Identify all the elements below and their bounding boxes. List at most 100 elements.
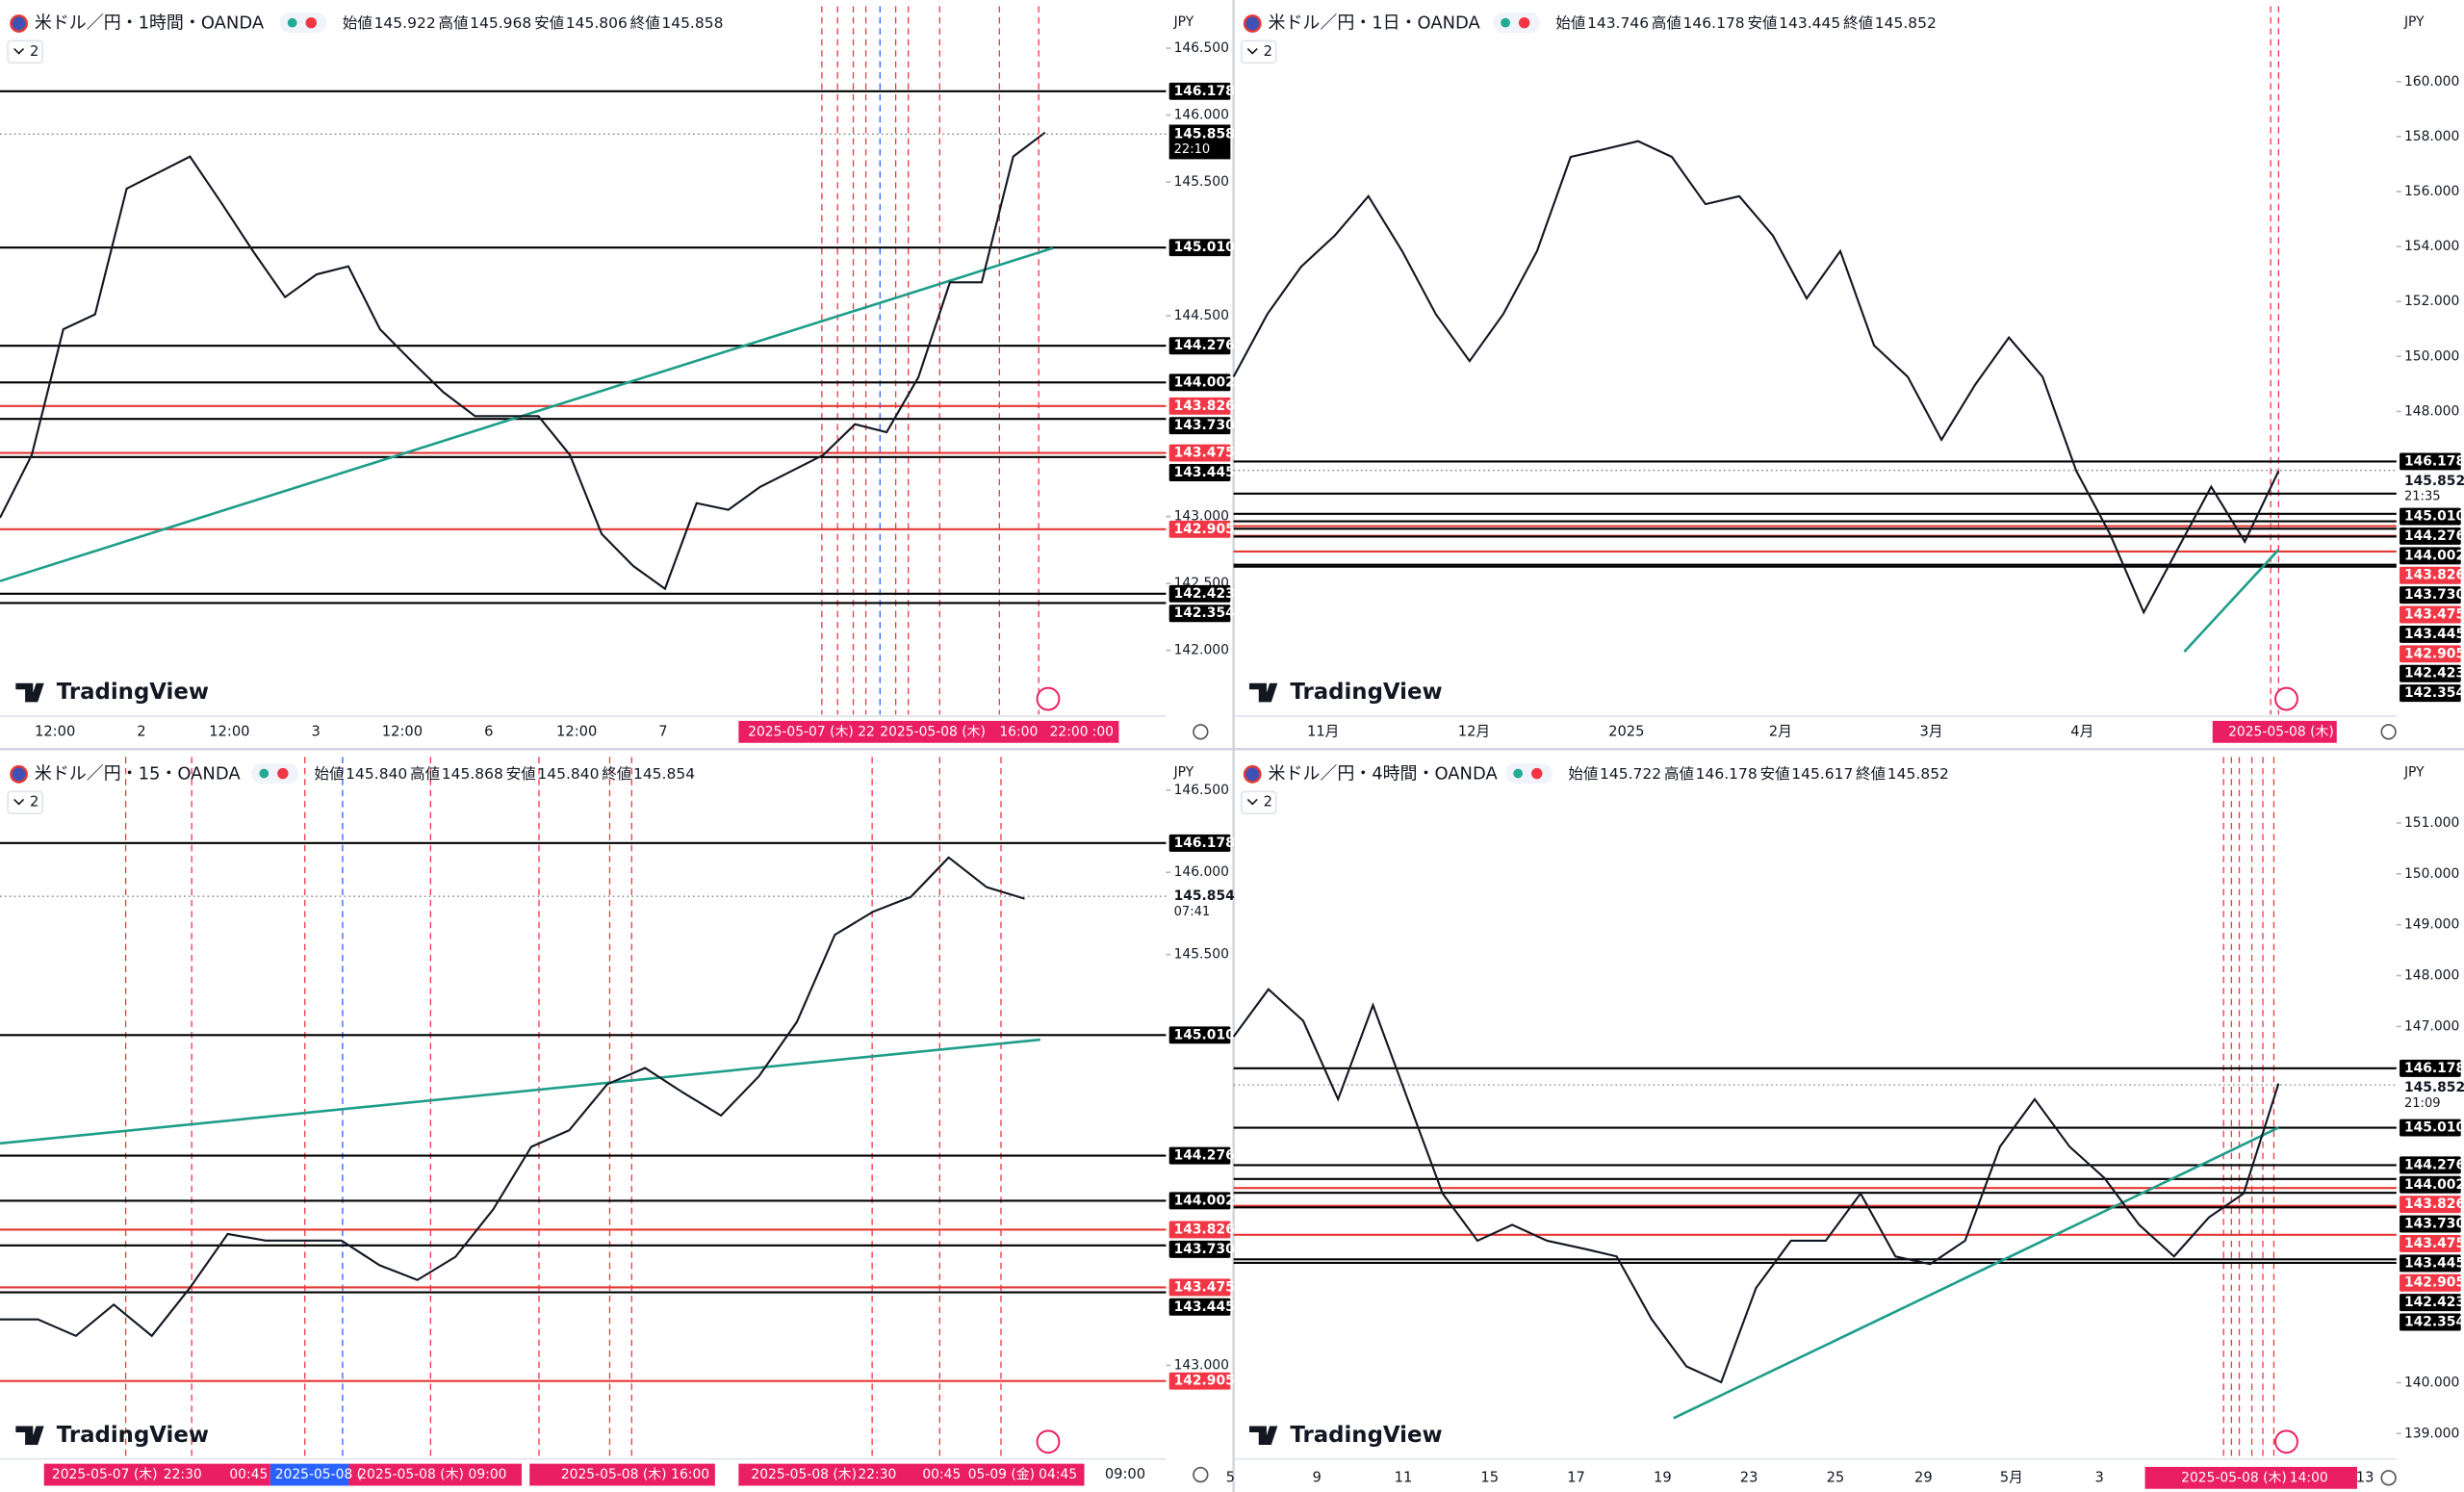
level-label: 142.423 xyxy=(2404,666,2464,682)
x-tick-label: 15 xyxy=(1480,1469,1499,1485)
last-price-label: 145.852 xyxy=(2404,1080,2464,1095)
y-tick-label: 145.500 xyxy=(1174,174,1229,190)
level-label: 143.475 xyxy=(2404,607,2464,623)
level-label: 143.475 xyxy=(1174,1279,1235,1295)
time-marker: 2025-05-08 (木) xyxy=(880,724,986,739)
level-label: 144.276 xyxy=(1174,1148,1235,1164)
y-tick-label: 150.000 xyxy=(2404,348,2459,364)
level-label-box xyxy=(1168,82,1231,100)
time-marker-bg xyxy=(2212,720,2337,743)
countdown: 07:41 xyxy=(1174,905,1211,919)
x-tick-label: 2025 xyxy=(1608,723,1644,739)
y-tick-label: 149.000 xyxy=(2404,917,2459,933)
ohlc-value: 143.746 xyxy=(1587,14,1649,32)
time-marker: 04:45 xyxy=(1039,1467,1077,1482)
alert-icon[interactable] xyxy=(2274,1429,2298,1454)
y-tick-label: 144.500 xyxy=(1174,308,1229,323)
ohlc-value: 146.178 xyxy=(1683,14,1745,32)
symbol-title: 米ドル／円・1日・OANDA xyxy=(1269,13,1481,33)
symbol-flag xyxy=(1243,764,1262,784)
y-tick-label: 146.500 xyxy=(1174,40,1229,56)
status-pill xyxy=(279,13,327,34)
settings-icon[interactable] xyxy=(2380,1470,2397,1486)
time-marker: 2025-05-08 (木) xyxy=(561,1467,667,1482)
ohlc-label: 安値 xyxy=(534,14,564,32)
level-label: 144.002 xyxy=(1174,374,1235,390)
y-tick-label: 160.000 xyxy=(2404,74,2459,90)
ohlc-value: 145.852 xyxy=(1875,14,1937,32)
level-label: 143.826 xyxy=(1174,1222,1235,1237)
y-tick-label: 146.500 xyxy=(1174,783,1229,798)
brand-name: TradingView xyxy=(1290,680,1442,705)
level-label: 143.445 xyxy=(1174,1299,1235,1315)
ohlc-label: 終値 xyxy=(1843,14,1873,32)
x-tick-label: 11 xyxy=(1395,1469,1413,1485)
status-dot xyxy=(1501,17,1510,28)
ohlc-label: 高値 xyxy=(410,765,440,783)
trendline xyxy=(0,1038,1040,1145)
level-label: 143.445 xyxy=(2404,627,2464,642)
y-tick-label: 139.000 xyxy=(2404,1426,2459,1441)
alert-icon[interactable] xyxy=(2274,686,2298,711)
ohlc-label: 終値 xyxy=(602,765,631,783)
alert-icon[interactable] xyxy=(1036,686,1061,711)
y-tick-label: 156.000 xyxy=(2404,184,2459,199)
x-tick-label: 6 xyxy=(484,723,493,739)
time-marker: 00:45 xyxy=(922,1467,961,1482)
ohlc-value: 145.722 xyxy=(1600,765,1661,783)
ohlc-label: 始値 xyxy=(343,14,372,32)
indicator-toggle[interactable] xyxy=(1240,790,1277,814)
x-tick-label: 11月 xyxy=(1307,723,1339,739)
indicator-toggle[interactable] xyxy=(7,790,43,814)
level-label-box xyxy=(2400,1175,2461,1194)
y-tick-label: 146.000 xyxy=(1174,864,1229,880)
ohlc-label: 始値 xyxy=(1568,765,1598,783)
level-label-box xyxy=(1168,1298,1231,1316)
indicator-toggle[interactable] xyxy=(7,39,43,64)
y-tick-label: 148.000 xyxy=(2404,968,2459,984)
ohlc-value: 145.858 xyxy=(661,14,723,32)
symbol-title: 米ドル／円・15・OANDA xyxy=(35,763,241,784)
x-tick-label: 25 xyxy=(1827,1469,1845,1485)
status-dot xyxy=(277,767,289,780)
time-marker-bg xyxy=(738,1463,1085,1486)
settings-icon[interactable] xyxy=(2380,724,2397,740)
level-label: 143.826 xyxy=(2404,568,2464,583)
price-line xyxy=(0,131,1046,591)
settings-icon[interactable] xyxy=(1193,1466,1209,1483)
settings-icon[interactable] xyxy=(1193,724,1209,740)
countdown: 21:09 xyxy=(2404,1096,2441,1111)
level-label: 146.178 xyxy=(2404,453,2464,469)
level-label-box xyxy=(2400,507,2461,526)
indicator-count: 2 xyxy=(1264,43,1272,60)
level-label-box xyxy=(2400,586,2461,605)
level-label-box xyxy=(2400,1156,2461,1174)
level-label-box xyxy=(1168,834,1231,852)
alert-icon[interactable] xyxy=(1036,1429,1061,1454)
indicator-toggle[interactable] xyxy=(1240,39,1277,64)
level-label: 142.905 xyxy=(2404,646,2464,661)
level-label: 143.445 xyxy=(1174,465,1235,480)
level-label-box xyxy=(2400,1196,2461,1214)
y-tick-label: 140.000 xyxy=(2404,1375,2459,1390)
level-label-box xyxy=(2400,547,2461,565)
level-label: 143.445 xyxy=(2404,1255,2464,1271)
ohlc-label: 始値 xyxy=(315,765,345,783)
time-marker: 2025-05-08 (木) xyxy=(2228,724,2334,739)
level-label: 142.423 xyxy=(2404,1295,2464,1310)
time-marker: 2025-05-08 (木) xyxy=(2181,1470,2287,1485)
x-tick-label: 5月 xyxy=(2000,1469,2023,1485)
level-label: 143.730 xyxy=(2404,587,2464,603)
y-tick-label: 145.500 xyxy=(1174,947,1229,963)
x-tick-label: 3 xyxy=(2095,1469,2104,1485)
indicator-count: 2 xyxy=(30,43,38,60)
time-marker: 22:30 xyxy=(858,1467,896,1482)
y-tick-label: 147.000 xyxy=(2404,1018,2459,1034)
time-marker: 2025-05-07 (木) 22 xyxy=(748,724,875,739)
level-label-box xyxy=(1168,605,1231,623)
level-label-box xyxy=(2400,1119,2461,1137)
indicator-count: 2 xyxy=(30,794,38,810)
level-label-box xyxy=(2400,664,2461,682)
ohlc-label: 終値 xyxy=(1856,765,1886,783)
